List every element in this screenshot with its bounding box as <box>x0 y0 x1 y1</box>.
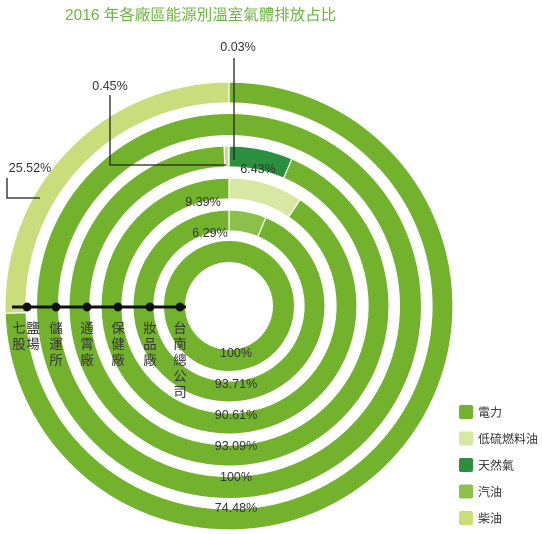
ring-3-segment-2 <box>100 177 358 435</box>
site-label: 妝品廠 <box>143 321 157 368</box>
site-label: 七股鹽場 <box>12 321 40 352</box>
site-label: 台南總公司 <box>173 321 187 400</box>
site-marker <box>175 302 185 312</box>
site-label: 通霄廠 <box>80 321 94 368</box>
power-pct-label: 90.61% <box>215 408 257 422</box>
legend-label-3: 天然氣 <box>478 458 514 473</box>
callout-label: 25.52% <box>9 161 51 175</box>
segment-pct-label: 6.43% <box>240 162 275 176</box>
site-marker <box>51 302 61 312</box>
ring-6-segment-1 <box>4 81 454 531</box>
ring-6-segment-2 <box>4 81 230 314</box>
power-pct-label: 93.71% <box>215 377 257 391</box>
chart-title: 2016 年各廠區能源別溫室氣體排放占比 <box>65 5 336 24</box>
power-pct-label: 74.48% <box>215 501 257 515</box>
power-pct-label: 100% <box>220 470 252 484</box>
site-marker <box>145 302 155 312</box>
callout-label: 0.45% <box>92 79 127 93</box>
ring-2-segment-2 <box>132 209 326 403</box>
segment-pct-label: 6.29% <box>192 226 227 240</box>
site-label: 儲運所 <box>49 321 63 368</box>
legend-label-4: 汽油 <box>478 484 502 499</box>
power-pct-label: 100% <box>220 346 252 360</box>
legend-swatch-3 <box>459 458 473 472</box>
legend-label-5: 柴油 <box>478 512 502 526</box>
site-marker <box>22 302 32 312</box>
legend-swatch-2 <box>459 431 473 446</box>
legend-swatch-4 <box>459 484 473 499</box>
legend-swatch-1 <box>459 405 473 419</box>
ring-4-segment-2 <box>68 145 390 467</box>
power-pct-label: 93.09% <box>215 439 257 453</box>
site-marker <box>113 302 123 312</box>
ring-1-segment-1 <box>164 241 294 371</box>
segment-pct-label: 9.39% <box>185 195 220 209</box>
legend-label-1: 電力 <box>478 406 502 420</box>
site-marker <box>82 302 92 312</box>
ring-4-segment-3 <box>223 145 230 168</box>
annotations-group: 100% 93.71% 90.61% 93.09% 100% 74.48% 6.29% 9.3… <box>6 40 276 515</box>
legend-label-2: 低硫燃料油 <box>478 431 538 446</box>
site-label: 保健廠 <box>111 321 125 368</box>
callout-leader <box>6 178 40 199</box>
callout-leader <box>109 95 226 166</box>
callout-label: 0.03% <box>220 40 255 54</box>
legend-swatch-5 <box>459 511 473 525</box>
